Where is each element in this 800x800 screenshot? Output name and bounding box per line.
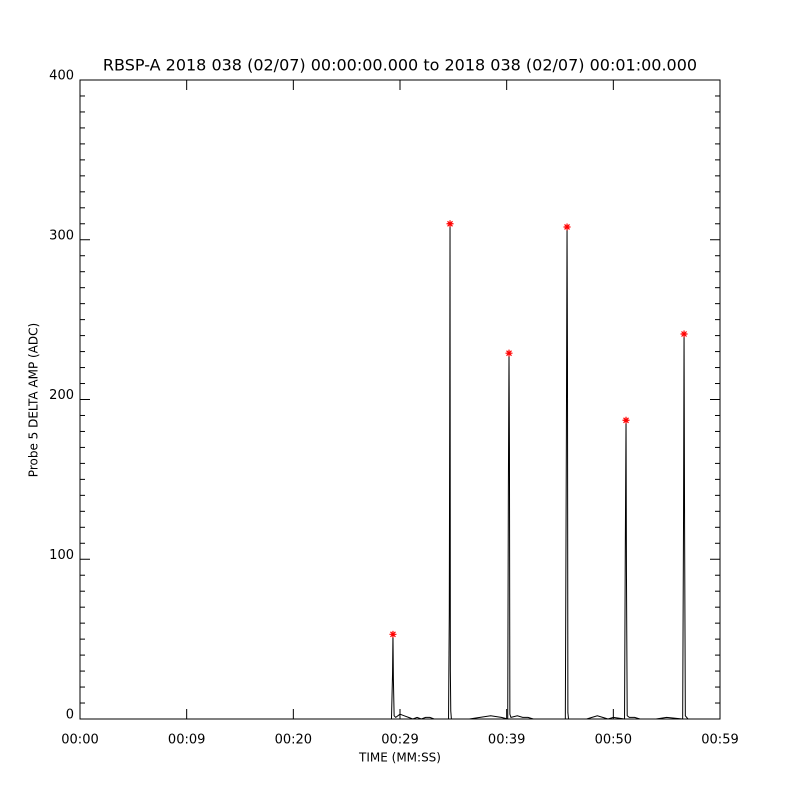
x-tick-label: 00:39 [488,733,525,748]
x-tick-label: 00:00 [61,733,98,748]
x-tick-label: 00:50 [595,733,632,748]
peak-marker [622,416,630,424]
chart-title: RBSP-A 2018 038 (02/07) 00:00:00.000 to … [103,56,697,75]
data-line [390,223,699,720]
y-tick-label: 300 [49,228,74,243]
y-tick-label: 0 [66,708,74,723]
peak-marker [680,330,688,338]
y-tick-label: 400 [49,69,74,84]
y-tick-label: 200 [49,388,74,403]
plot-frame [79,79,721,720]
x-tick-label: 00:20 [275,733,312,748]
x-tick-label: 00:59 [701,733,738,748]
x-tick-label: 00:29 [381,733,418,748]
peak-marker [505,349,513,357]
peak-marker [563,223,571,231]
x-tick-label: 00:09 [168,733,205,748]
x-axis-label: TIME (MM:SS) [358,751,441,765]
y-axis-label: Probe 5 DELTA AMP (ADC) [27,323,41,477]
peak-marker [389,630,397,638]
y-tick-label: 100 [49,548,74,563]
peak-marker [446,220,454,228]
